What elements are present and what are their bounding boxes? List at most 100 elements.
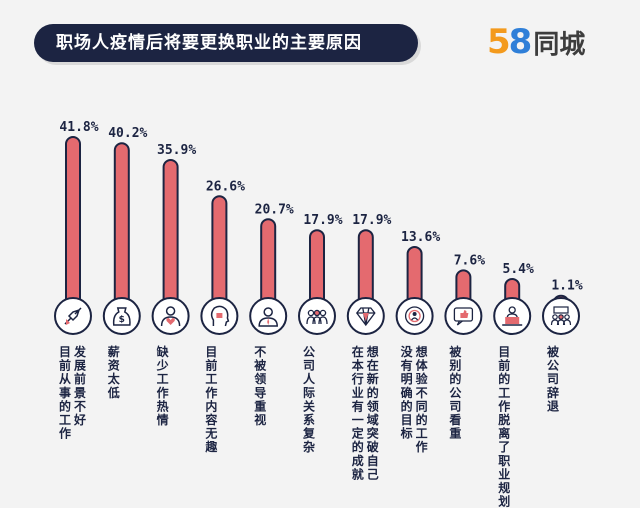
category-label-char: 缺: [157, 344, 170, 359]
icon-laptop: [505, 317, 520, 324]
category-label-char: 没: [401, 344, 414, 359]
category-label-char: 被: [254, 358, 267, 373]
category-label-char: 同: [416, 399, 428, 413]
category-label-char: 在: [352, 344, 364, 359]
category-label-char: 被: [449, 344, 462, 359]
category-label-char: 际: [303, 386, 315, 400]
category-label-char: 事: [59, 385, 71, 400]
logo-digit-5: 5: [487, 22, 511, 62]
people-group-icon: [306, 309, 328, 325]
category-label-char: 的: [498, 371, 510, 386]
category-label-char: 目: [59, 345, 71, 359]
icon-thumb: [460, 310, 469, 318]
icon-person-head: [564, 314, 570, 320]
icon-circle-1: [54, 297, 92, 335]
laptop-person-icon: [502, 306, 523, 326]
icon-person-head: [558, 314, 564, 320]
category-label-char: 的: [449, 371, 461, 386]
category-label-char: 辞: [547, 385, 559, 400]
category-label-char: 无: [204, 427, 217, 441]
data-label-8: 13.6%: [401, 230, 440, 245]
data-label-4: 26.6%: [206, 179, 245, 194]
category-label-char: 作: [416, 439, 428, 454]
category-label-char: 工: [205, 372, 217, 386]
icon-ring: [404, 306, 425, 326]
chart-title-banner: 职场人疫情后将要更换职业的主要原因: [34, 24, 418, 62]
category-label-char: 有: [352, 398, 364, 413]
icon-dollar: $: [119, 315, 125, 325]
category-label-char: 内: [205, 398, 217, 413]
icon-person-head: [319, 309, 327, 317]
money-bag-icon: $: [112, 307, 131, 326]
category-label-char: 职: [498, 454, 510, 468]
icon-body: [506, 313, 518, 319]
diamond-icon: [355, 307, 376, 327]
data-label-10: 5.4%: [503, 262, 534, 277]
category-label-char: 的: [352, 439, 364, 454]
category-label-char: 公: [449, 386, 461, 400]
category-label-char: 就: [352, 466, 364, 481]
category-label-char: 看: [449, 412, 461, 427]
icon-body: [411, 317, 419, 321]
icon-flame: [66, 319, 70, 325]
category-label-char: 在: [367, 358, 379, 373]
category-label-char: 前: [205, 358, 217, 373]
target-person-icon: [404, 306, 425, 326]
category-label-char: 工: [416, 427, 428, 441]
category-label-char: 司: [449, 399, 461, 413]
category-label-char: 想: [366, 344, 379, 359]
icon-board: [553, 306, 569, 314]
category-label-char: 前: [74, 371, 86, 386]
category-label-char: 不: [254, 345, 266, 359]
icon-bubble: [453, 307, 474, 322]
category-label-char: 别: [448, 359, 461, 373]
category-label-char: 自: [367, 453, 379, 468]
icon-tie: [267, 318, 270, 325]
icon-head: [412, 312, 417, 316]
data-label-7: 17.9%: [352, 213, 391, 228]
data-label-1: 41.8%: [59, 120, 98, 135]
category-label-char: 工: [157, 372, 169, 386]
category-label-char: 体: [416, 358, 429, 373]
category-label-char: 验: [416, 371, 429, 386]
icon-circle-2: [102, 297, 141, 335]
category-label-char: 领: [254, 371, 266, 386]
leader-icon: [258, 307, 278, 327]
data-label-2: 40.2%: [108, 126, 147, 141]
category-label-char: 导: [254, 385, 266, 400]
category-label-char: 定: [352, 426, 364, 441]
category-label-char: 域: [367, 412, 379, 427]
category-label-char: 的: [401, 398, 413, 413]
bar-1: [65, 136, 81, 309]
category-label-char: 作: [59, 426, 71, 441]
icon-heart: [166, 318, 175, 325]
category-label-char: 从: [59, 372, 71, 386]
bar-7: [357, 229, 374, 309]
icon-head: [263, 307, 273, 317]
category-label-char: 系: [303, 412, 315, 427]
category-label-char: 复: [302, 426, 316, 441]
icon-person-head: [307, 309, 315, 317]
icon-lock: [216, 313, 223, 318]
category-label-char: 新: [367, 371, 379, 386]
brand-logo: 5 8 同城: [487, 20, 585, 64]
data-label-3: 35.9%: [157, 143, 196, 158]
category-label-char: 划: [498, 494, 510, 508]
icon-ring-inner: [408, 309, 421, 323]
category-label-char: 突: [367, 426, 379, 441]
icon-person-body: [312, 316, 322, 325]
icon-circle-10: [493, 297, 532, 335]
category-label-char: 低: [107, 385, 120, 400]
chart-title: 职场人疫情后将要更换职业的主要原因: [56, 33, 362, 53]
data-label-9: 7.6%: [454, 253, 485, 268]
category-label-char: 重: [449, 426, 461, 441]
category-label-char: 薪: [108, 344, 120, 359]
category-label-char: 太: [108, 371, 121, 386]
category-label-char: 公: [303, 345, 315, 359]
category-label-char: 确: [401, 385, 413, 400]
icon-bag: [112, 307, 131, 326]
category-label-char: 标: [400, 426, 413, 441]
category-label-char: 前: [498, 358, 510, 373]
category-label-char: 退: [547, 399, 559, 413]
